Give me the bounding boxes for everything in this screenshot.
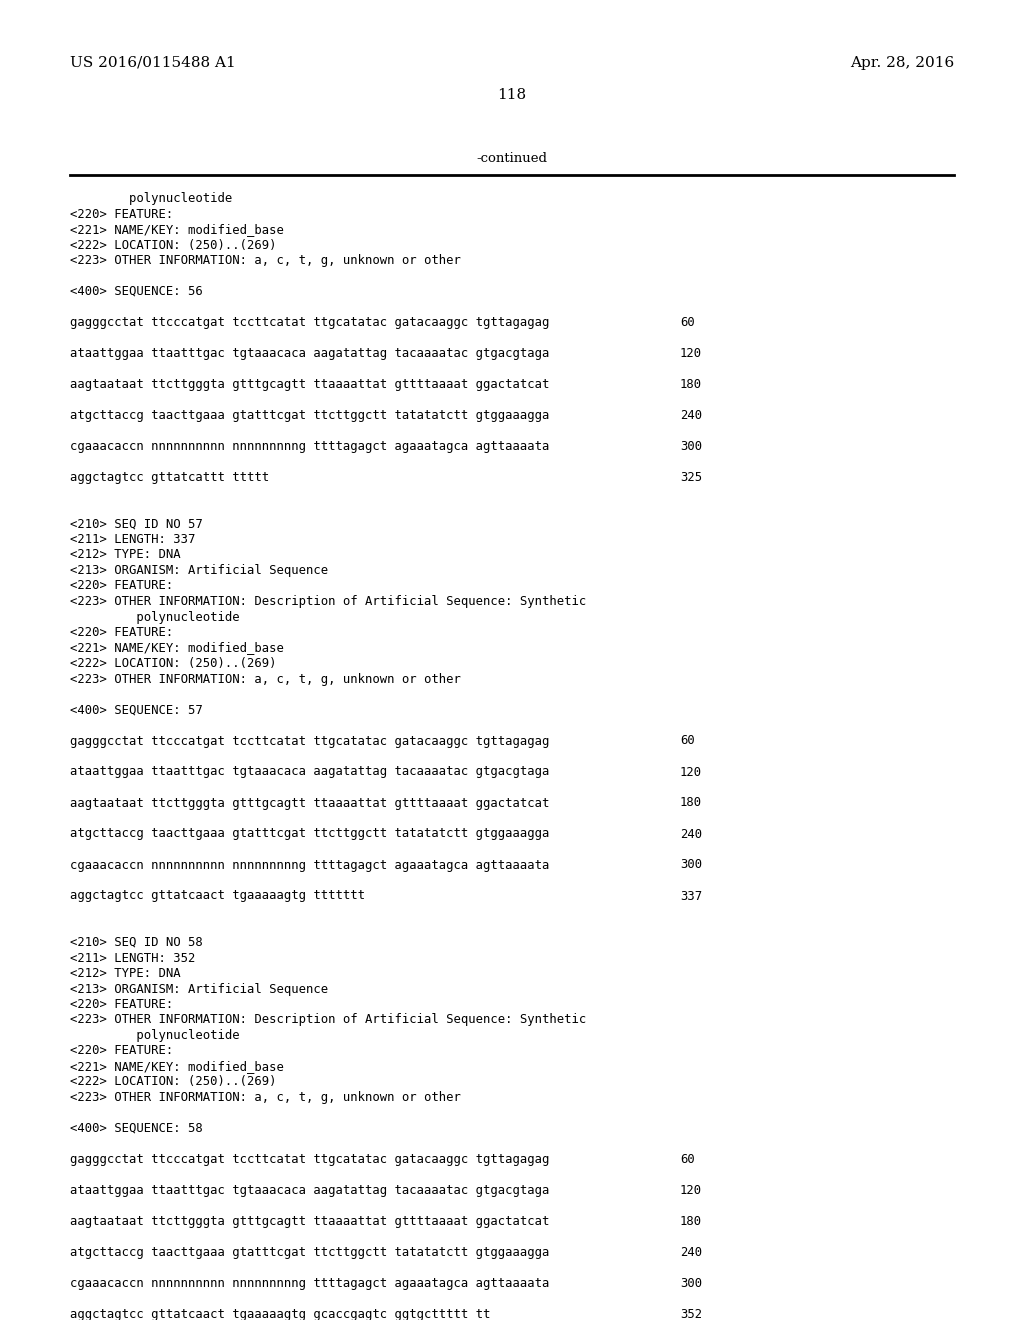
Text: aagtaataat ttcttgggta gtttgcagtt ttaaaattat gttttaaaat ggactatcat: aagtaataat ttcttgggta gtttgcagtt ttaaaat… [70, 378, 549, 391]
Text: cgaaacaccn nnnnnnnnnn nnnnnnnnng ttttagagct agaaatagca agttaaaata: cgaaacaccn nnnnnnnnnn nnnnnnnnng ttttaga… [70, 858, 549, 871]
Text: <222> LOCATION: (250)..(269): <222> LOCATION: (250)..(269) [70, 657, 276, 671]
Text: atgcttaccg taacttgaaa gtatttcgat ttcttggctt tatatatctt gtggaaagga: atgcttaccg taacttgaaa gtatttcgat ttcttgg… [70, 1246, 549, 1259]
Text: atgcttaccg taacttgaaa gtatttcgat ttcttggctt tatatatctt gtggaaagga: atgcttaccg taacttgaaa gtatttcgat ttcttgg… [70, 409, 549, 422]
Text: aagtaataat ttcttgggta gtttgcagtt ttaaaattat gttttaaaat ggactatcat: aagtaataat ttcttgggta gtttgcagtt ttaaaat… [70, 1214, 549, 1228]
Text: -continued: -continued [476, 152, 548, 165]
Text: <223> OTHER INFORMATION: a, c, t, g, unknown or other: <223> OTHER INFORMATION: a, c, t, g, unk… [70, 1092, 461, 1104]
Text: US 2016/0115488 A1: US 2016/0115488 A1 [70, 55, 236, 70]
Text: <223> OTHER INFORMATION: Description of Artificial Sequence: Synthetic: <223> OTHER INFORMATION: Description of … [70, 1014, 587, 1027]
Text: <211> LENGTH: 337: <211> LENGTH: 337 [70, 533, 196, 546]
Text: 120: 120 [680, 1184, 702, 1197]
Text: 352: 352 [680, 1308, 702, 1320]
Text: 300: 300 [680, 858, 702, 871]
Text: polynucleotide: polynucleotide [70, 191, 232, 205]
Text: <220> FEATURE:: <220> FEATURE: [70, 626, 173, 639]
Text: 337: 337 [680, 890, 702, 903]
Text: ataattggaa ttaatttgac tgtaaacaca aagatattag tacaaaatac gtgacgtaga: ataattggaa ttaatttgac tgtaaacaca aagatat… [70, 1184, 549, 1197]
Text: <222> LOCATION: (250)..(269): <222> LOCATION: (250)..(269) [70, 1076, 276, 1089]
Text: <221> NAME/KEY: modified_base: <221> NAME/KEY: modified_base [70, 1060, 284, 1073]
Text: 180: 180 [680, 378, 702, 391]
Text: atgcttaccg taacttgaaa gtatttcgat ttcttggctt tatatatctt gtggaaagga: atgcttaccg taacttgaaa gtatttcgat ttcttgg… [70, 828, 549, 841]
Text: 325: 325 [680, 471, 702, 484]
Text: 118: 118 [498, 88, 526, 102]
Text: <400> SEQUENCE: 57: <400> SEQUENCE: 57 [70, 704, 203, 717]
Text: polynucleotide: polynucleotide [70, 1030, 240, 1041]
Text: 60: 60 [680, 734, 694, 747]
Text: polynucleotide: polynucleotide [70, 610, 240, 623]
Text: 300: 300 [680, 440, 702, 453]
Text: 60: 60 [680, 315, 694, 329]
Text: aggctagtcc gttatcaact tgaaaaagtg ttttttt: aggctagtcc gttatcaact tgaaaaagtg ttttttt [70, 890, 365, 903]
Text: cgaaacaccn nnnnnnnnnn nnnnnnnnng ttttagagct agaaatagca agttaaaata: cgaaacaccn nnnnnnnnnn nnnnnnnnng ttttaga… [70, 440, 549, 453]
Text: Apr. 28, 2016: Apr. 28, 2016 [850, 55, 954, 70]
Text: <223> OTHER INFORMATION: a, c, t, g, unknown or other: <223> OTHER INFORMATION: a, c, t, g, unk… [70, 672, 461, 685]
Text: <213> ORGANISM: Artificial Sequence: <213> ORGANISM: Artificial Sequence [70, 564, 328, 577]
Text: gagggcctat ttcccatgat tccttcatat ttgcatatac gatacaaggc tgttagagag: gagggcctat ttcccatgat tccttcatat ttgcata… [70, 315, 549, 329]
Text: <223> OTHER INFORMATION: a, c, t, g, unknown or other: <223> OTHER INFORMATION: a, c, t, g, unk… [70, 253, 461, 267]
Text: <220> FEATURE:: <220> FEATURE: [70, 207, 173, 220]
Text: <212> TYPE: DNA: <212> TYPE: DNA [70, 549, 180, 561]
Text: gagggcctat ttcccatgat tccttcatat ttgcatatac gatacaaggc tgttagagag: gagggcctat ttcccatgat tccttcatat ttgcata… [70, 734, 549, 747]
Text: 120: 120 [680, 766, 702, 779]
Text: <223> OTHER INFORMATION: Description of Artificial Sequence: Synthetic: <223> OTHER INFORMATION: Description of … [70, 595, 587, 609]
Text: <220> FEATURE:: <220> FEATURE: [70, 579, 173, 593]
Text: <213> ORGANISM: Artificial Sequence: <213> ORGANISM: Artificial Sequence [70, 982, 328, 995]
Text: 120: 120 [680, 347, 702, 360]
Text: <212> TYPE: DNA: <212> TYPE: DNA [70, 968, 180, 979]
Text: aggctagtcc gttatcaact tgaaaaagtg gcaccgagtc ggtgcttttt tt: aggctagtcc gttatcaact tgaaaaagtg gcaccga… [70, 1308, 490, 1320]
Text: aggctagtcc gttatcattt ttttt: aggctagtcc gttatcattt ttttt [70, 471, 269, 484]
Text: ataattggaa ttaatttgac tgtaaacaca aagatattag tacaaaatac gtgacgtaga: ataattggaa ttaatttgac tgtaaacaca aagatat… [70, 766, 549, 779]
Text: 300: 300 [680, 1276, 702, 1290]
Text: ataattggaa ttaatttgac tgtaaacaca aagatattag tacaaaatac gtgacgtaga: ataattggaa ttaatttgac tgtaaacaca aagatat… [70, 347, 549, 360]
Text: gagggcctat ttcccatgat tccttcatat ttgcatatac gatacaaggc tgttagagag: gagggcctat ttcccatgat tccttcatat ttgcata… [70, 1152, 549, 1166]
Text: 60: 60 [680, 1152, 694, 1166]
Text: 180: 180 [680, 796, 702, 809]
Text: aagtaataat ttcttgggta gtttgcagtt ttaaaattat gttttaaaat ggactatcat: aagtaataat ttcttgggta gtttgcagtt ttaaaat… [70, 796, 549, 809]
Text: cgaaacaccn nnnnnnnnnn nnnnnnnnng ttttagagct agaaatagca agttaaaata: cgaaacaccn nnnnnnnnnn nnnnnnnnng ttttaga… [70, 1276, 549, 1290]
Text: 240: 240 [680, 828, 702, 841]
Text: <222> LOCATION: (250)..(269): <222> LOCATION: (250)..(269) [70, 239, 276, 252]
Text: <400> SEQUENCE: 58: <400> SEQUENCE: 58 [70, 1122, 203, 1135]
Text: 180: 180 [680, 1214, 702, 1228]
Text: <210> SEQ ID NO 58: <210> SEQ ID NO 58 [70, 936, 203, 949]
Text: 240: 240 [680, 409, 702, 422]
Text: <221> NAME/KEY: modified_base: <221> NAME/KEY: modified_base [70, 642, 284, 655]
Text: 240: 240 [680, 1246, 702, 1259]
Text: <211> LENGTH: 352: <211> LENGTH: 352 [70, 952, 196, 965]
Text: <400> SEQUENCE: 56: <400> SEQUENCE: 56 [70, 285, 203, 298]
Text: <220> FEATURE:: <220> FEATURE: [70, 1044, 173, 1057]
Text: <220> FEATURE:: <220> FEATURE: [70, 998, 173, 1011]
Text: <221> NAME/KEY: modified_base: <221> NAME/KEY: modified_base [70, 223, 284, 236]
Text: <210> SEQ ID NO 57: <210> SEQ ID NO 57 [70, 517, 203, 531]
